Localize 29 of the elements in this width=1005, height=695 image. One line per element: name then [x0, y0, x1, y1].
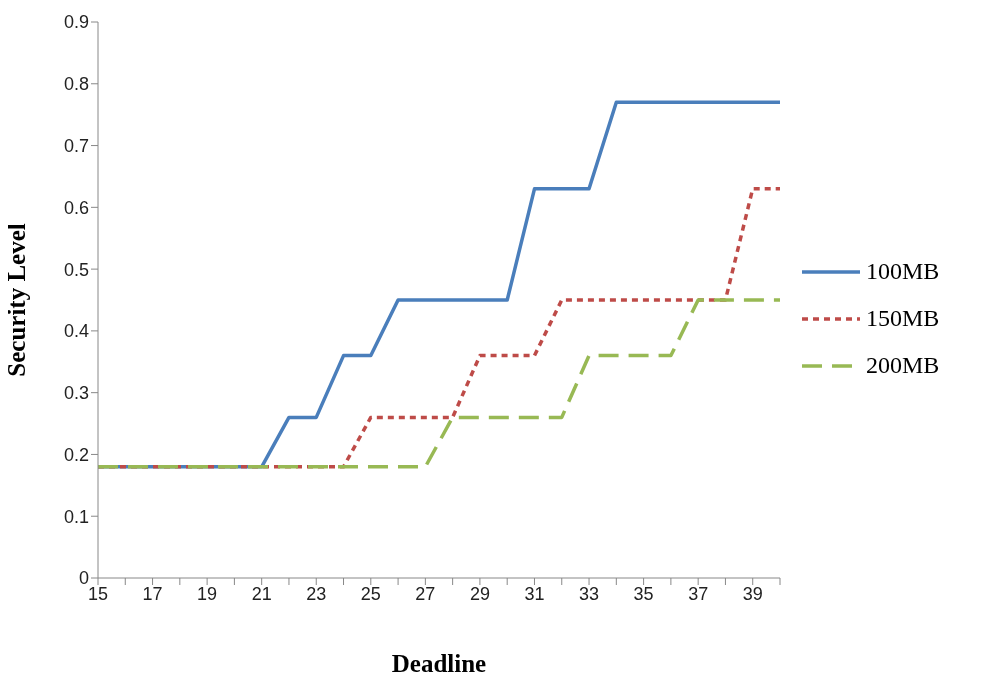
- y-tick-label: 0.1: [63, 506, 89, 527]
- y-tick-label: 0.2: [63, 444, 89, 465]
- x-tick-label: 17: [142, 583, 163, 604]
- x-tick-label: 31: [524, 583, 545, 604]
- legend-label: 100MB: [866, 258, 940, 285]
- x-tick-label: 25: [360, 583, 381, 604]
- x-tick-label: 21: [251, 583, 272, 604]
- y-tick-label: 0.4: [63, 321, 89, 342]
- y-tick-label: 0.5: [63, 259, 89, 280]
- x-tick-label: 23: [306, 583, 327, 604]
- y-tick-label: 0.8: [63, 74, 89, 95]
- y-tick-label: 0.9: [63, 12, 89, 33]
- x-tick-label: 29: [469, 583, 490, 604]
- y-tick-label: 0.7: [63, 135, 89, 156]
- y-tick-label: 0.6: [63, 197, 89, 218]
- x-tick-label: 39: [742, 583, 763, 604]
- y-tick-label: 0: [78, 568, 89, 589]
- line-series: [96, 298, 782, 469]
- x-tick-label: 27: [415, 583, 436, 604]
- x-tick-label: 37: [688, 583, 709, 604]
- x-axis-title: Deadline: [391, 650, 487, 677]
- legend-label: 200MB: [866, 352, 940, 379]
- x-tick-label: 15: [87, 583, 109, 604]
- x-tick-label: 19: [197, 583, 218, 604]
- legend-label: 150MB: [866, 305, 940, 332]
- x-tick-label: 33: [579, 583, 600, 604]
- y-tick-label: 0.3: [63, 383, 89, 404]
- x-tick-label: 35: [633, 583, 654, 604]
- y-axis-title: Security Level: [2, 223, 30, 377]
